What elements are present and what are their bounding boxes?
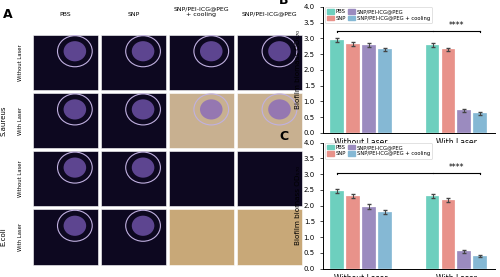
Bar: [346, 196, 360, 269]
Legend: PBS, SNP, SNP/PEI-ICG@PEG, SNP/PEI-ICG@PEG + cooling: PBS, SNP, SNP/PEI-ICG@PEG, SNP/PEI-ICG@P…: [325, 7, 432, 23]
Circle shape: [132, 158, 154, 178]
Text: SNP: SNP: [127, 12, 140, 17]
Bar: [101, 209, 166, 265]
Bar: [458, 251, 471, 269]
Circle shape: [268, 41, 290, 61]
Bar: [474, 113, 487, 133]
Bar: [101, 151, 166, 206]
Bar: [458, 110, 471, 133]
Text: SNP/PEI-ICG@PEG: SNP/PEI-ICG@PEG: [242, 12, 298, 17]
Y-axis label: Biofilm biomass OD₅₇₀: Biofilm biomass OD₅₇₀: [295, 30, 301, 109]
Text: With Laser: With Laser: [18, 106, 22, 135]
Bar: [378, 212, 392, 269]
Bar: [237, 35, 302, 90]
Bar: [426, 45, 440, 133]
Bar: [362, 207, 376, 269]
Circle shape: [64, 216, 86, 236]
Text: ****: ****: [448, 163, 464, 172]
Circle shape: [64, 158, 86, 178]
Bar: [330, 40, 344, 133]
Bar: [426, 196, 440, 269]
Bar: [101, 35, 166, 90]
Bar: [169, 93, 234, 148]
Bar: [169, 209, 234, 265]
Legend: PBS, SNP, SNP/PEI-ICG@PEG, SNP/PEI-ICG@PEG + cooling: PBS, SNP, SNP/PEI-ICG@PEG, SNP/PEI-ICG@P…: [325, 143, 432, 159]
Bar: [169, 35, 234, 90]
Text: PBS: PBS: [60, 12, 71, 17]
Text: S.aureus: S.aureus: [0, 105, 6, 136]
Circle shape: [200, 99, 222, 119]
Circle shape: [200, 41, 222, 61]
Bar: [32, 151, 98, 206]
Circle shape: [64, 41, 86, 61]
Bar: [474, 256, 487, 269]
Bar: [32, 93, 98, 148]
Bar: [169, 151, 234, 206]
Bar: [442, 50, 456, 133]
Bar: [378, 50, 392, 133]
Bar: [237, 209, 302, 265]
Circle shape: [64, 99, 86, 119]
Bar: [237, 151, 302, 206]
Bar: [346, 44, 360, 133]
Bar: [32, 209, 98, 265]
Text: E.coli: E.coli: [0, 227, 6, 246]
Circle shape: [132, 41, 154, 61]
Circle shape: [132, 216, 154, 236]
Bar: [330, 191, 344, 269]
Bar: [362, 45, 376, 133]
Text: A: A: [3, 8, 13, 21]
Bar: [32, 35, 98, 90]
Bar: [101, 93, 166, 148]
Text: Without Laser: Without Laser: [18, 44, 22, 81]
Text: ****: ****: [448, 20, 464, 30]
Circle shape: [268, 99, 290, 119]
Bar: [237, 93, 302, 148]
Text: SNP/PEI-ICG@PEG
+ cooling: SNP/PEI-ICG@PEG + cooling: [174, 6, 230, 17]
Y-axis label: Biofilm biomass OD₅₇₀: Biofilm biomass OD₅₇₀: [295, 166, 301, 245]
Circle shape: [132, 99, 154, 119]
Text: C: C: [280, 130, 288, 143]
Bar: [442, 200, 456, 269]
Text: B: B: [280, 0, 289, 7]
Text: With Laser: With Laser: [18, 223, 22, 251]
Text: Without Laser: Without Laser: [18, 160, 22, 197]
